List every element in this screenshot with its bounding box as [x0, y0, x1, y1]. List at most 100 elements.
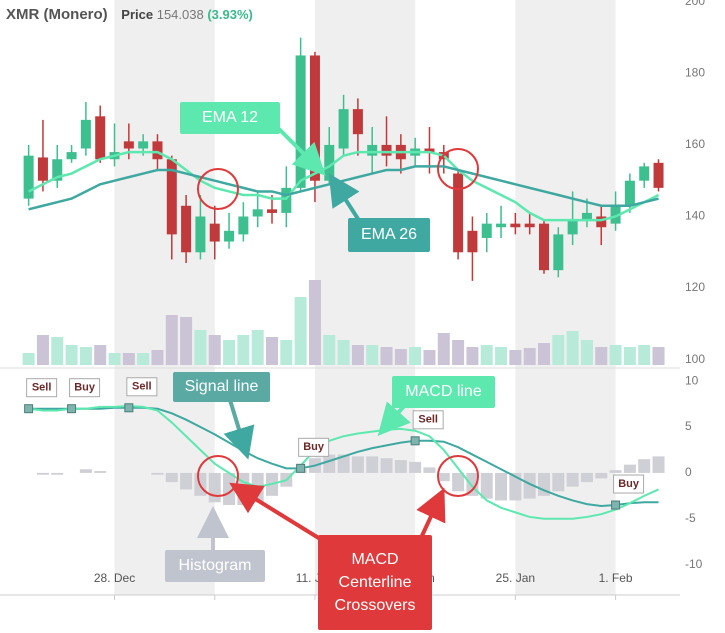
y-tick-label: 120	[685, 280, 705, 294]
volume-bar	[580, 340, 593, 365]
candle-body	[424, 148, 435, 153]
histogram-bar	[337, 454, 350, 473]
candle-body	[281, 187, 292, 213]
histogram-bar	[423, 467, 436, 473]
volume-bar	[223, 340, 236, 365]
histogram-bar	[409, 461, 422, 473]
callout-box	[348, 218, 430, 252]
callout-arrow	[328, 173, 362, 224]
candle-body	[352, 109, 363, 135]
candle-body	[524, 223, 535, 228]
volume-bar	[122, 353, 135, 365]
y-tick-label: 140	[685, 209, 705, 223]
volume-bar	[237, 335, 250, 365]
histogram-bar	[394, 460, 407, 473]
signal-label: Buy	[74, 382, 96, 394]
histogram-bar	[623, 464, 636, 473]
volume-bar	[280, 340, 293, 365]
volume-bar	[194, 330, 207, 365]
y-tick-label: 200	[685, 0, 705, 8]
candle-body	[510, 223, 521, 228]
volume-bar	[323, 335, 336, 365]
signal-label: Buy	[618, 478, 640, 490]
volume-bar	[466, 347, 479, 365]
histogram-bar	[366, 456, 379, 473]
price-change: (3.93%)	[207, 7, 253, 22]
histogram-bar	[609, 470, 622, 473]
histogram-bar	[566, 472, 579, 487]
candle-body	[166, 159, 177, 235]
signal-tag: Sell	[26, 378, 58, 398]
signal-label: Buy	[303, 441, 325, 453]
callout-arrow	[416, 487, 446, 541]
signal-tag: Buy	[69, 378, 101, 398]
candle-body	[252, 209, 263, 217]
y-tick-label: 0	[685, 465, 692, 479]
macd-line	[28, 404, 659, 520]
signal-marker	[410, 436, 420, 446]
candle-body	[181, 205, 192, 253]
volume-bar	[294, 297, 307, 365]
candle-body	[80, 119, 91, 149]
volume-bar	[437, 333, 450, 365]
callout-box	[180, 102, 280, 134]
highlight-circle	[197, 455, 239, 497]
callout-box	[318, 535, 432, 630]
candle-body	[195, 216, 206, 253]
candle-body	[209, 223, 220, 242]
candle-body	[295, 55, 306, 188]
highlight-circle	[437, 148, 479, 190]
histogram-bar	[36, 472, 49, 475]
volume-bar	[380, 347, 393, 365]
histogram-bar	[538, 472, 550, 496]
candle-body	[496, 223, 507, 228]
histogram-bar	[94, 471, 107, 473]
candle-body	[639, 166, 650, 181]
histogram-bar	[323, 454, 336, 473]
histogram-bar	[180, 472, 193, 490]
volume-bar	[366, 345, 379, 365]
candle-body	[23, 155, 34, 199]
histogram-bar	[580, 472, 593, 483]
volume-bar	[409, 347, 422, 365]
volume-bar	[495, 347, 508, 365]
candle-body	[95, 116, 106, 160]
signal-marker	[611, 500, 621, 510]
signal-tag-box	[613, 474, 645, 494]
candle-body	[653, 162, 664, 188]
callout-label: EMA 12	[202, 109, 258, 126]
signal-marker	[296, 463, 306, 473]
volume-bar	[208, 335, 221, 365]
candle-body	[367, 144, 378, 156]
volume-bar	[251, 330, 264, 365]
volume-bar	[51, 337, 64, 365]
histogram-bar	[208, 472, 221, 503]
volume-bar	[423, 350, 436, 365]
y-tick-label: 160	[685, 137, 705, 151]
signal-marker	[67, 404, 77, 414]
volume-bar	[595, 347, 608, 365]
signal-marker	[124, 403, 134, 413]
candle-body	[224, 230, 235, 242]
y-tick-label: 100	[685, 352, 705, 366]
signal-tag: Sell	[412, 410, 444, 430]
y-tick-label: 10	[685, 373, 699, 387]
x-tick-label: 25. Jan	[496, 571, 535, 585]
candle-body	[467, 230, 478, 253]
histogram-bar	[638, 459, 651, 473]
volume-bar	[79, 347, 92, 365]
histogram-bar	[79, 469, 92, 473]
callout-label: Signal line	[185, 378, 259, 395]
volume-bar	[480, 345, 493, 365]
volume-bar	[337, 340, 350, 365]
candle-body	[553, 234, 564, 271]
signal-tag-box	[126, 377, 158, 397]
signal-tag: Sell	[126, 377, 158, 397]
volume-bar	[94, 345, 107, 365]
volume-bar	[566, 331, 579, 365]
y-tick-label: 5	[685, 419, 692, 433]
signal-label: Sell	[132, 381, 152, 393]
volume-bar	[509, 350, 522, 365]
